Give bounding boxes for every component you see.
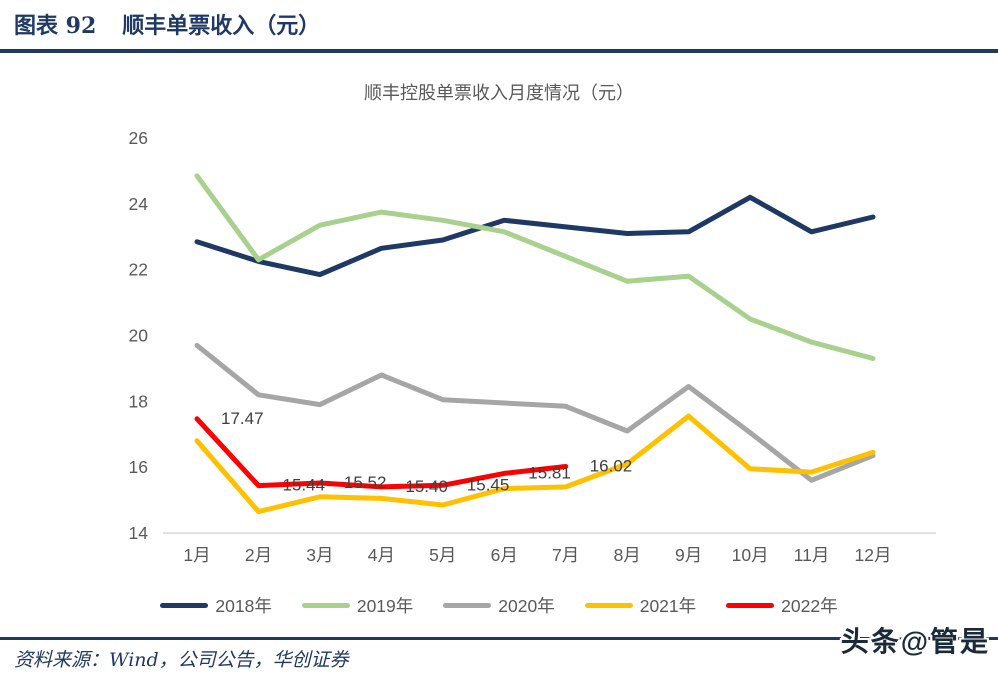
legend-label: 2018年 <box>215 595 272 616</box>
data-label: 15.40 <box>405 477 448 496</box>
y-tick: 24 <box>129 194 149 214</box>
x-tick: 8月 <box>614 545 641 565</box>
figure-number: 图表 92 <box>14 13 97 39</box>
legend-item-2020: 2020年 <box>443 593 555 618</box>
chart-legend: 2018年 2019年 2020年 2021年 2022年 <box>0 591 998 619</box>
line-chart-canvas: 14 16 18 20 22 24 26 1月 2月 3月 4月 5月 6月 7月 8月 9月 10月 11月 12… <box>129 128 936 565</box>
series-line-0 <box>194 194 876 278</box>
legend-swatch-2021 <box>584 602 633 608</box>
legend-swatch-2020 <box>443 602 492 608</box>
legend-item-2022: 2022年 <box>726 593 838 618</box>
legend-swatch-2019 <box>301 602 350 608</box>
x-tick: 11月 <box>794 545 830 565</box>
legend-item-2021: 2021年 <box>584 593 697 618</box>
y-tick: 26 <box>129 128 148 148</box>
y-tick: 20 <box>129 326 149 346</box>
x-tick: 7月 <box>552 545 579 565</box>
legend-item-2019: 2019年 <box>301 593 414 618</box>
y-tick: 16 <box>129 457 148 477</box>
chart-title: 顺丰控股单票收入月度情况（元） <box>364 83 634 103</box>
x-tick: 12月 <box>855 545 892 565</box>
top-divider <box>0 49 998 53</box>
y-tick: 22 <box>129 260 148 280</box>
legend-label: 2020年 <box>498 595 555 616</box>
legend-swatch-2018 <box>160 602 209 608</box>
data-label: 17.47 <box>221 409 264 428</box>
legend-swatch-2022 <box>726 602 775 608</box>
x-tick: 5月 <box>429 545 456 565</box>
x-tick: 10月 <box>732 545 769 565</box>
series-line-3 <box>194 413 876 515</box>
x-tick: 1月 <box>183 545 210 565</box>
data-label: 15.52 <box>344 473 387 492</box>
series-line-2 <box>194 342 876 483</box>
legend-item-2018: 2018年 <box>160 593 272 618</box>
watermark: 头条@管是 <box>840 626 990 657</box>
data-label: 15.44 <box>283 476 326 495</box>
data-label: 15.81 <box>528 463 571 482</box>
legend-label: 2021年 <box>639 595 697 616</box>
legend-label: 2022年 <box>781 595 838 616</box>
data-label: 15.45 <box>467 475 510 494</box>
bottom-divider <box>0 637 998 640</box>
x-tick: 3月 <box>306 545 333 565</box>
x-tick: 4月 <box>368 545 395 565</box>
series-line-4 <box>194 416 569 490</box>
legend-label: 2019年 <box>356 595 414 616</box>
data-label: 16.02 <box>590 457 633 476</box>
y-tick: 14 <box>129 523 149 543</box>
x-tick: 6月 <box>491 545 518 565</box>
figure-title: 顺丰单票收入（元） <box>122 13 321 39</box>
x-tick: 9月 <box>675 545 702 565</box>
source-note: 资料来源：Wind，公司公告，华创证券 <box>14 649 349 671</box>
series-line-1 <box>194 173 876 361</box>
y-tick: 18 <box>129 391 148 411</box>
figure-caption: 图表 92 顺丰单票收入（元） <box>14 8 320 40</box>
x-tick: 2月 <box>245 545 272 565</box>
